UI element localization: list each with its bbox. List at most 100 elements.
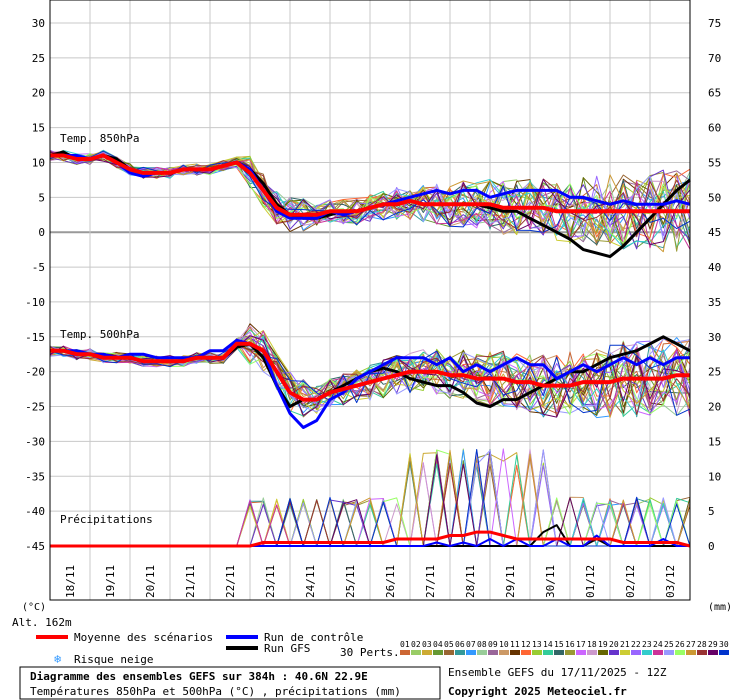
x-tick-label: 24/11 bbox=[304, 565, 317, 598]
x-tick-label: 19/11 bbox=[104, 565, 117, 598]
left-tick-label: 30 bbox=[32, 17, 45, 30]
left-tick-label: 5 bbox=[38, 191, 45, 204]
pert-legend-swatch bbox=[620, 650, 630, 655]
pert-legend-swatch bbox=[653, 650, 663, 655]
pert-legend-label: 28 bbox=[697, 640, 707, 649]
chart-subtitle: Températures 850hPa et 500hPa (°C) , pré… bbox=[30, 685, 401, 698]
series-line-precip bbox=[50, 530, 691, 548]
legend-control-label: Run de contrôle bbox=[264, 631, 363, 644]
run-info: Ensemble GEFS du 17/11/2025 - 12Z bbox=[448, 666, 667, 679]
pert-legend-swatch bbox=[576, 650, 586, 655]
left-axis-ticks: 30 25 20 15 10 5 0 -5 -10 -15 -20 -25 -30 -35 -40 -45 bbox=[25, 17, 45, 553]
right-tick-label: 35 bbox=[708, 296, 721, 309]
plot-frame bbox=[49, 0, 691, 601]
pert-legend-swatch bbox=[675, 650, 685, 655]
left-tick-label: -35 bbox=[25, 470, 45, 483]
pert-legend-label: 21 bbox=[620, 640, 630, 649]
pert-legend-label: 20 bbox=[609, 640, 619, 649]
left-tick-label: 15 bbox=[32, 122, 45, 135]
pert-legend-label: 24 bbox=[653, 640, 663, 649]
pert-legend-label: 18 bbox=[587, 640, 597, 649]
legend-mean-label: Moyenne des scénarios bbox=[74, 631, 213, 644]
pert-legend-swatch bbox=[697, 650, 707, 655]
right-tick-label: 15 bbox=[708, 435, 721, 448]
right-tick-label: 45 bbox=[708, 226, 721, 239]
pert-legend-label: 14 bbox=[543, 640, 553, 649]
snowflake-icon: ❄ bbox=[54, 652, 61, 666]
pert-legend-label: 06 bbox=[455, 640, 465, 649]
pert-legend-swatch bbox=[664, 650, 674, 655]
left-tick-label: -20 bbox=[25, 366, 45, 379]
pert-legend-swatch bbox=[466, 650, 476, 655]
pert-legend-swatch bbox=[543, 650, 553, 655]
pert-line-850 bbox=[49, 151, 691, 241]
pert-legend-label: 30 bbox=[719, 640, 729, 649]
x-axis-ticks: 18/11 19/11 20/11 21/11 22/11 23/11 24/11 25/11… bbox=[64, 565, 677, 598]
label-t500: Temp. 500hPa bbox=[60, 328, 139, 341]
legend-snow-label: Risque neige bbox=[74, 653, 153, 666]
left-tick-label: 10 bbox=[32, 156, 45, 169]
legend-perts-label: 30 Perts. bbox=[340, 646, 400, 659]
pert-legend-label: 04 bbox=[433, 640, 443, 649]
pert-legend-swatch bbox=[587, 650, 597, 655]
pert-legend-label: 16 bbox=[565, 640, 575, 649]
right-tick-label: 25 bbox=[708, 366, 721, 379]
label-precip: Précipitations bbox=[60, 513, 153, 526]
altitude-label: Alt. 162m bbox=[12, 616, 72, 629]
left-tick-label: -45 bbox=[25, 540, 45, 553]
left-tick-label: 25 bbox=[32, 52, 45, 65]
left-tick-label: 20 bbox=[32, 87, 45, 100]
pert-legend-swatch bbox=[455, 650, 465, 655]
pert-legend-swatch bbox=[400, 650, 410, 655]
right-tick-label: 40 bbox=[708, 261, 721, 274]
left-tick-label: -40 bbox=[25, 505, 45, 518]
pert-legend-label: 01 bbox=[400, 640, 410, 649]
legend: Moyenne des scénarios Run de contrôle Ru… bbox=[36, 631, 729, 666]
x-tick-label: 28/11 bbox=[464, 565, 477, 598]
legend-gfs-label: Run GFS bbox=[264, 642, 310, 655]
pert-legend-label: 25 bbox=[664, 640, 674, 649]
x-tick-label: 02/12 bbox=[624, 565, 637, 598]
x-tick-label: 20/11 bbox=[144, 565, 157, 598]
pert-legend-swatch bbox=[554, 650, 564, 655]
x-tick-label: 25/11 bbox=[344, 565, 357, 598]
copyright: Copyright 2025 Meteociel.fr bbox=[448, 685, 627, 698]
right-unit: (mm) bbox=[708, 602, 732, 613]
pert-legend-label: 03 bbox=[422, 640, 432, 649]
pert-line-500 bbox=[49, 342, 691, 418]
x-tick-label: 29/11 bbox=[504, 565, 517, 598]
pert-legend-label: 27 bbox=[686, 640, 696, 649]
pert-legend-swatch bbox=[488, 650, 498, 655]
pert-legend-label: 15 bbox=[554, 640, 564, 649]
right-tick-label: 50 bbox=[708, 191, 721, 204]
title-box bbox=[19, 666, 441, 700]
pert-legend-label: 05 bbox=[444, 640, 454, 649]
left-tick-label: -30 bbox=[25, 435, 45, 448]
pert-legend-label: 02 bbox=[411, 640, 421, 649]
pert-legend-swatch bbox=[708, 650, 718, 655]
pert-legend-label: 07 bbox=[466, 640, 476, 649]
x-tick-label: 18/11 bbox=[64, 565, 77, 598]
left-tick-label: -5 bbox=[32, 261, 45, 274]
pert-legend-swatch bbox=[719, 650, 729, 655]
right-tick-label: 55 bbox=[708, 156, 721, 169]
pert-legend-swatch bbox=[510, 650, 520, 655]
x-tick-label: 30/11 bbox=[544, 565, 557, 598]
right-tick-label: 10 bbox=[708, 470, 721, 483]
pert-legend-label: 08 bbox=[477, 640, 487, 649]
pert-legend-swatch bbox=[598, 650, 608, 655]
pert-legend-swatch bbox=[642, 650, 652, 655]
right-tick-label: 70 bbox=[708, 52, 721, 65]
pert-line-500 bbox=[49, 344, 691, 416]
left-tick-label: 0 bbox=[38, 226, 45, 239]
pert-legend-swatch bbox=[686, 650, 696, 655]
pert-legend-swatch bbox=[411, 650, 421, 655]
main-series-lines bbox=[49, 150, 691, 548]
pert-legend-label: 26 bbox=[675, 640, 685, 649]
left-tick-label: -25 bbox=[25, 401, 45, 414]
pert-legend-swatch bbox=[521, 650, 531, 655]
pert-legend-label: 13 bbox=[532, 640, 542, 649]
left-tick-label: -15 bbox=[25, 331, 45, 344]
